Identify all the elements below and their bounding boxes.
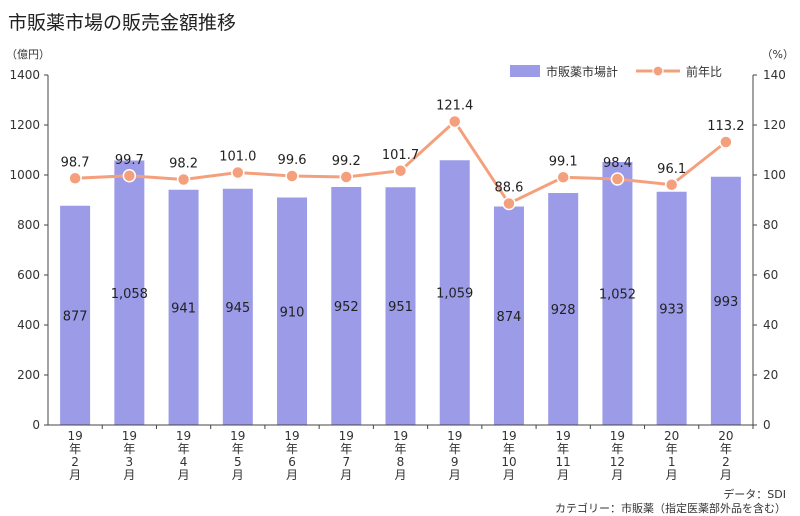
line-point-12 (719, 135, 733, 149)
right-tick-label-1: 20 (763, 368, 778, 382)
right-tick-label-3: 60 (763, 268, 778, 282)
line-point-3 (231, 165, 245, 180)
line-point-4 (285, 169, 299, 183)
bar-value-label-9: 928 (551, 303, 576, 318)
line-point-0 (68, 171, 82, 185)
left-axis-unit: （億円） (6, 48, 50, 61)
bar-value-label-11: 933 (659, 302, 684, 317)
bar-9 (548, 193, 579, 425)
bar-1 (114, 160, 145, 425)
bar-value-label-12: 993 (713, 295, 738, 310)
left-tick-label-2: 400 (17, 318, 40, 332)
x-tick-label-3: 19 年 5 月 (230, 429, 245, 482)
bar-value-label-0: 877 (63, 309, 88, 324)
line-point-5 (339, 170, 354, 184)
left-tick-label-3: 600 (17, 268, 40, 282)
left-tick-label-4: 800 (17, 218, 40, 232)
line-value-label-7: 121.4 (436, 99, 473, 114)
bar-value-label-8: 874 (497, 310, 522, 325)
line-value-label-11: 96.1 (657, 162, 686, 177)
left-tick-label-1: 200 (17, 368, 40, 382)
legend-label-line: 前年比 (686, 64, 722, 79)
left-tick-label-5: 1000 (9, 168, 40, 182)
bar-12 (710, 176, 741, 425)
line-value-label-5: 99.2 (332, 154, 361, 169)
bar-0 (60, 205, 91, 425)
line-point-9 (556, 170, 570, 184)
line-point-6 (393, 164, 408, 178)
bar-3 (222, 188, 253, 425)
bar-10 (602, 162, 633, 425)
line-point-1 (122, 169, 137, 183)
right-tick-label-4: 80 (763, 218, 778, 232)
line-value-label-8: 88.6 (494, 181, 523, 196)
category-note: カテゴリー：市販薬（指定医薬部外品を含む） (555, 502, 786, 515)
bar-value-label-5: 952 (334, 300, 359, 315)
line-point-7 (447, 114, 462, 129)
line-value-label-0: 98.7 (61, 155, 90, 170)
legend-label-bar: 市販薬市場計 (546, 64, 618, 79)
left-tick-label-0: 0 (32, 418, 40, 432)
bar-value-label-4: 910 (280, 305, 305, 320)
x-tick-label-1: 19 年 3 月 (122, 429, 137, 482)
right-tick-label-6: 120 (763, 118, 786, 132)
line-point-8 (502, 196, 516, 211)
line-point-10 (610, 172, 625, 186)
bar-4 (277, 197, 308, 425)
bar-value-label-6: 951 (388, 300, 413, 315)
bar-5 (331, 187, 362, 425)
x-tick-label-7: 19 年 9 月 (447, 429, 462, 482)
x-tick-label-10: 19 年 12 月 (610, 429, 625, 482)
line-value-label-10: 98.4 (603, 156, 632, 171)
bar-value-label-7: 1,059 (436, 287, 473, 302)
line-value-label-2: 98.2 (169, 157, 198, 172)
x-tick-label-11: 20 年 1 月 (664, 429, 679, 482)
line-value-label-3: 101.0 (219, 150, 256, 165)
bars-layer (60, 160, 741, 425)
left-tick-label-7: 1400 (9, 68, 40, 82)
right-tick-label-7: 140 (763, 68, 786, 82)
line-value-label-12: 113.2 (707, 119, 744, 134)
line-value-label-1: 99.7 (115, 153, 144, 168)
x-tick-label-4: 19 年 6 月 (284, 429, 299, 482)
legend-swatch-bar (510, 65, 540, 77)
right-axis-unit: （%） (762, 48, 794, 61)
line-point-2 (176, 172, 191, 187)
x-tick-label-2: 19 年 4 月 (176, 429, 191, 482)
bar-value-label-10: 1,052 (599, 288, 636, 303)
labels-layer: 877 1,058 941 945 910 952 951 1,059 874 928 1,052 9… (61, 99, 745, 325)
right-tick-label-5: 100 (763, 168, 786, 182)
bar-value-label-1: 1,058 (111, 287, 148, 302)
line-value-label-9: 99.1 (549, 154, 578, 169)
bar-11 (656, 191, 687, 425)
legend-swatch-marker (652, 65, 664, 77)
x-tick-label-12: 20 年 2 月 (718, 429, 733, 482)
line-point-11 (664, 178, 679, 192)
legend: 市販薬市場計 前年比 (510, 64, 722, 79)
x-tick-label-6: 19 年 8 月 (393, 429, 408, 482)
bar-7 (439, 160, 470, 425)
right-tick-label-0: 0 (763, 418, 771, 432)
bar-8 (493, 206, 524, 425)
bar-6 (385, 187, 416, 425)
bar-2 (168, 189, 199, 425)
chart-title: 市販薬市場の販売金額推移 (8, 12, 237, 34)
left-tick-label-6: 1200 (9, 118, 40, 132)
line-value-label-6: 101.7 (382, 148, 419, 163)
x-tick-label-0: 19 年 2 月 (67, 429, 82, 482)
line-layer (68, 114, 733, 211)
x-tick-label-8: 19 年 10 月 (501, 429, 516, 482)
right-tick-label-2: 40 (763, 318, 778, 332)
bar-value-label-3: 945 (225, 301, 250, 316)
bar-value-label-2: 941 (171, 301, 196, 316)
source-note: データ：SDI (723, 488, 786, 501)
axes-layer: 0 200 400 600 800 1000 1200 1400 0 20 40 60 80 100 120… (6, 48, 794, 482)
x-tick-label-5: 19 年 7 月 (339, 429, 354, 482)
line-value-label-4: 99.6 (278, 153, 307, 168)
x-tick-label-9: 19 年 11 月 (556, 429, 571, 482)
